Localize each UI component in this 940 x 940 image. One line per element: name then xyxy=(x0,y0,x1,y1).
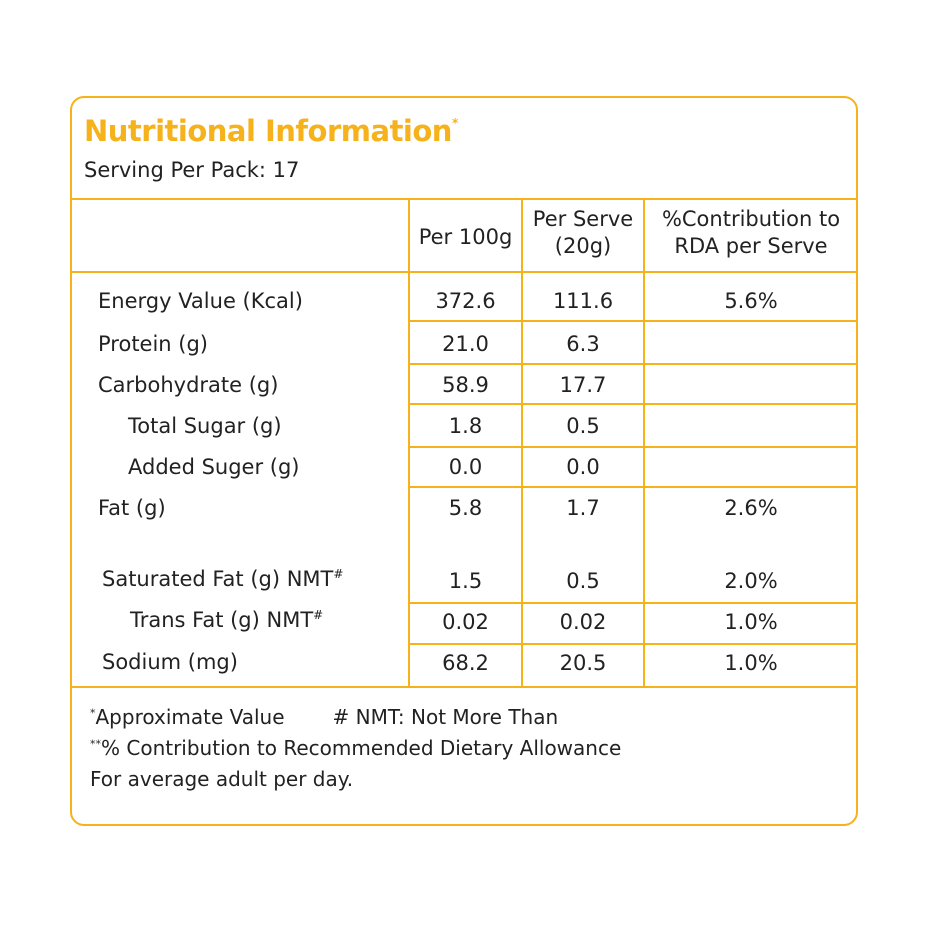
row-label-total-sugar: Total Sugar (g) xyxy=(128,414,282,438)
row-rule xyxy=(410,643,857,645)
row-label-carbohydrate: Carbohydrate (g) xyxy=(98,373,279,397)
nutrition-panel: Nutritional Information* Serving Per Pac… xyxy=(70,96,858,826)
cell-sodium-per100: 68.2 xyxy=(442,651,489,675)
serving-per-pack: Serving Per Pack: 17 xyxy=(84,158,300,182)
row-label-trans-fat: Trans Fat (g) NMT# xyxy=(130,608,324,632)
row-rule xyxy=(410,446,857,448)
cell-fat-perserve: 1.7 xyxy=(566,496,600,520)
panel-title: Nutritional Information* xyxy=(84,114,458,148)
cell-carbohydrate-per100: 58.9 xyxy=(442,373,489,397)
cell-saturated-fat-rda: 2.0% xyxy=(724,569,778,593)
cell-protein-per100: 21.0 xyxy=(442,332,489,356)
cell-added-sugar-perserve: 0.0 xyxy=(566,455,600,479)
cell-sodium-rda: 1.0% xyxy=(724,651,778,675)
row-rule xyxy=(410,403,857,405)
cell-fat-rda: 2.6% xyxy=(724,496,778,520)
cell-trans-fat-per100: 0.02 xyxy=(442,610,489,634)
cell-sodium-perserve: 20.5 xyxy=(559,651,607,675)
header-rule xyxy=(72,271,857,273)
footnote-rda: **% Contribution to Recommended Dietary … xyxy=(90,736,622,760)
cell-saturated-fat-per100: 1.5 xyxy=(448,569,483,593)
row-label-added-sugar: Added Suger (g) xyxy=(128,455,300,479)
header-per-100g: Per 100g xyxy=(418,225,513,249)
cell-protein-perserve: 6.3 xyxy=(566,332,600,356)
column-rule xyxy=(408,198,410,688)
cell-trans-fat-rda: 1.0% xyxy=(724,610,778,634)
row-label-protein: Protein (g) xyxy=(98,332,209,356)
row-rule xyxy=(410,363,857,365)
cell-saturated-fat-perserve: 0.5 xyxy=(566,569,600,593)
row-label-sodium: Sodium (mg) xyxy=(102,650,238,674)
cell-energy-rda: 5.6% xyxy=(724,289,778,313)
cell-total-sugar-per100: 1.8 xyxy=(448,414,483,438)
cell-energy-per100: 372.6 xyxy=(435,289,496,313)
row-label-energy: Energy Value (Kcal) xyxy=(98,289,303,313)
row-rule xyxy=(410,486,857,488)
row-label-fat: Fat (g) xyxy=(98,496,166,520)
table-bottom-rule xyxy=(72,686,857,688)
row-rule xyxy=(410,602,857,604)
header-rda: %Contribution to RDA per Serve xyxy=(661,207,841,259)
cell-carbohydrate-perserve: 17.7 xyxy=(559,373,607,397)
cell-trans-fat-perserve: 0.02 xyxy=(559,610,607,634)
column-rule xyxy=(643,198,645,688)
cell-energy-perserve: 111.6 xyxy=(552,289,614,313)
cell-fat-per100: 5.8 xyxy=(448,496,483,520)
footnote-approximate: *Approximate Value # NMT: Not More Than xyxy=(90,705,559,729)
cell-total-sugar-perserve: 0.5 xyxy=(566,414,600,438)
column-rule xyxy=(521,198,523,688)
header-per-serve: Per Serve (20g) xyxy=(532,207,634,259)
row-rule xyxy=(410,320,857,322)
row-label-saturated-fat: Saturated Fat (g) NMT# xyxy=(102,567,344,591)
table-top-rule xyxy=(72,198,857,200)
footnote-adult: For average adult per day. xyxy=(90,767,354,791)
cell-added-sugar-per100: 0.0 xyxy=(448,455,483,479)
